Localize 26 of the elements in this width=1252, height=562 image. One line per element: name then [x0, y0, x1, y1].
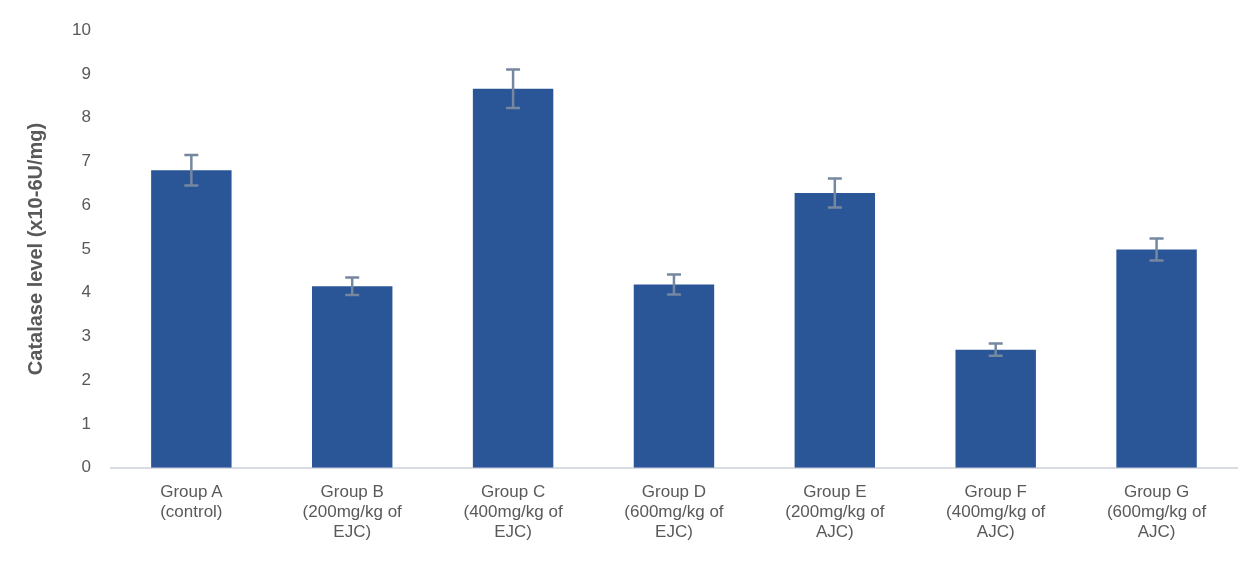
x-tick-label: Group G (600mg/kg of AJC) [1106, 481, 1207, 542]
bar [472, 88, 554, 468]
x-tick-label: Group E (200mg/kg of AJC) [785, 481, 885, 542]
y-tick-label: 8 [81, 107, 91, 127]
y-tick-label: 5 [81, 238, 91, 258]
y-tick-label: 2 [81, 369, 91, 389]
y-tick-label: 10 [71, 19, 91, 39]
x-tick-label: Group A (control) [160, 481, 224, 522]
bar [955, 349, 1036, 468]
y-tick-label: 1 [81, 413, 91, 433]
y-axis-title: Catalase level (x10-6U/mg) [23, 122, 46, 376]
x-tick-label: Group F (400mg/kg of AJC) [946, 481, 1046, 542]
bar [151, 170, 232, 468]
bar [1116, 249, 1197, 468]
x-tick-label: Group D (600mg/kg of EJC) [624, 481, 724, 542]
x-tick-label: Group B (200mg/kg of EJC) [302, 481, 403, 542]
x-tick-label: Group C (400mg/kg of EJC) [463, 481, 563, 542]
y-tick-label: 4 [81, 282, 91, 302]
y-tick-label: 0 [81, 457, 91, 477]
y-tick-label: 3 [81, 326, 91, 346]
bar [633, 284, 715, 468]
y-tick-label: 6 [81, 194, 91, 214]
y-tick-label: 9 [81, 63, 91, 83]
bar [794, 192, 876, 468]
y-tick-label: 7 [81, 151, 91, 171]
bar [312, 286, 393, 468]
